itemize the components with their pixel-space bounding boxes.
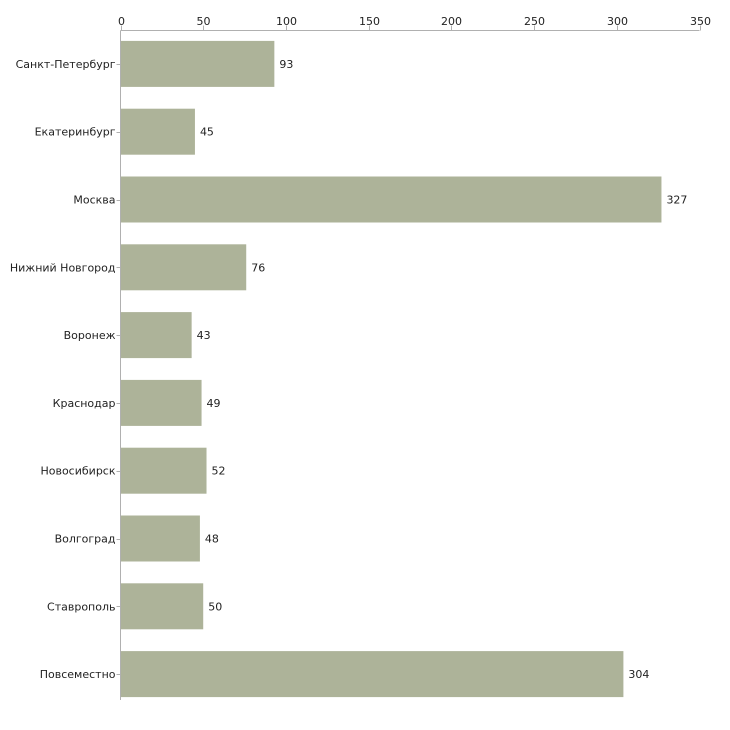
x-tick-label: 350 [690, 15, 711, 28]
category-label: Ставрополь [47, 600, 115, 613]
bar [120, 176, 662, 223]
value-label: 327 [666, 194, 687, 207]
bar [120, 40, 275, 87]
x-tick-label: 50 [197, 15, 211, 28]
bar [120, 583, 204, 630]
bar [120, 312, 192, 359]
category-label: Повсеместно [40, 668, 116, 681]
category-label: Воронеж [64, 329, 116, 342]
category-label: Волгоград [55, 533, 116, 546]
x-tick-label: 250 [524, 15, 545, 28]
category-label: Москва [73, 194, 115, 207]
category-label: Новосибирск [40, 465, 115, 478]
value-label: 304 [628, 668, 649, 681]
x-tick-label: 200 [441, 15, 462, 28]
x-tick-label: 300 [607, 15, 628, 28]
category-label: Краснодар [53, 397, 116, 410]
value-label: 45 [200, 126, 214, 139]
bar [120, 379, 202, 426]
axes-group [116, 25, 701, 700]
value-label: 43 [197, 329, 211, 342]
bar [120, 447, 207, 494]
bar [120, 108, 195, 155]
x-tick-label: 100 [276, 15, 297, 28]
value-label: 52 [212, 465, 226, 478]
bars-group [120, 40, 662, 698]
x-tick-label: 150 [359, 15, 380, 28]
value-label: 93 [279, 58, 293, 71]
category-label: Санкт-Петербург [16, 58, 116, 71]
category-label: Нижний Новгород [10, 261, 116, 274]
bar [120, 515, 200, 562]
category-label: Екатеринбург [35, 126, 116, 139]
bar [120, 651, 624, 698]
value-label: 50 [208, 600, 222, 613]
value-label: 48 [205, 533, 219, 546]
value-label: 49 [207, 397, 221, 410]
labels-group: 0 50 100 150 200 250 300 350 Санкт-Петербург 93 Ек… [10, 15, 711, 681]
value-label: 76 [251, 261, 265, 274]
x-tick-label: 0 [118, 15, 125, 28]
bar [120, 244, 247, 291]
